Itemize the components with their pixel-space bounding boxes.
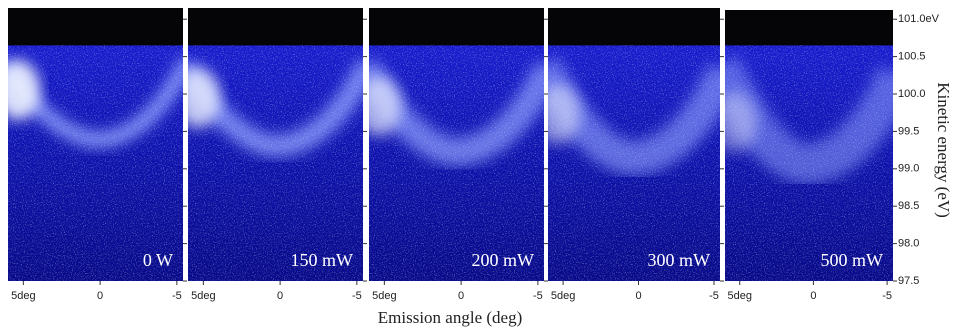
panel: 5deg 0 -5 0 W: [8, 8, 187, 302]
y-tick-label: 101.0eV: [898, 13, 940, 25]
panel: 5deg 0 -5 500 mW: [725, 10, 897, 302]
y-tick-label: 100.5: [898, 51, 926, 63]
speckle: [8, 8, 183, 281]
y-tick-label: 97.5: [898, 275, 919, 287]
panel-image: [8, 8, 183, 281]
panel: 5deg 0 -5 200 mW: [369, 8, 548, 302]
panel-image: [188, 8, 363, 281]
x-tick-label: -5: [709, 290, 719, 302]
panel-image: [369, 8, 544, 281]
panel-label: 300 mW: [648, 250, 711, 270]
x-tick-label: -5: [172, 290, 182, 302]
x-tick-label: 0: [277, 290, 283, 302]
speckle: [369, 8, 544, 281]
panel-label: 150 mW: [291, 250, 354, 270]
panel-image: [548, 8, 720, 281]
panel-image: [725, 10, 893, 281]
x-tick-label: 5deg: [551, 290, 575, 302]
above-edge: [548, 8, 720, 46]
x-tick-label: -5: [533, 290, 543, 302]
x-tick-label: 0: [458, 290, 464, 302]
y-tick-label: 99.0: [898, 163, 919, 175]
y-tick-label: 98.5: [898, 200, 919, 212]
above-edge: [725, 10, 893, 46]
x-tick-label: 5deg: [727, 290, 751, 302]
x-tick-label: -5: [352, 290, 362, 302]
panel: 5deg 0 -5 150 mW: [188, 8, 367, 302]
x-tick-label: -5: [882, 290, 892, 302]
y-axis-label: Kinetic energy (eV): [934, 82, 953, 218]
above-edge: [369, 8, 544, 46]
panel-label: 200 mW: [472, 250, 535, 270]
speckle: [725, 10, 893, 281]
x-axis-label: Emission angle (deg): [378, 308, 522, 327]
x-tick-label: 5deg: [11, 290, 35, 302]
above-edge: [188, 8, 363, 46]
x-tick-label: 0: [97, 290, 103, 302]
above-edge: [8, 8, 183, 46]
panel-label: 500 mW: [821, 250, 884, 270]
speckle: [548, 8, 720, 281]
x-tick-label: 0: [810, 290, 816, 302]
y-tick-label: 100.0: [898, 88, 926, 100]
y-tick-label: 99.5: [898, 125, 919, 137]
panel-label: 0 W: [143, 250, 173, 270]
y-tick-label: 98.0: [898, 238, 919, 250]
x-tick-label: 5deg: [191, 290, 215, 302]
x-tick-label: 5deg: [372, 290, 396, 302]
x-tick-label: 0: [635, 290, 641, 302]
panel: 5deg 0 -5 300 mW: [548, 8, 724, 302]
speckle: [188, 8, 363, 281]
